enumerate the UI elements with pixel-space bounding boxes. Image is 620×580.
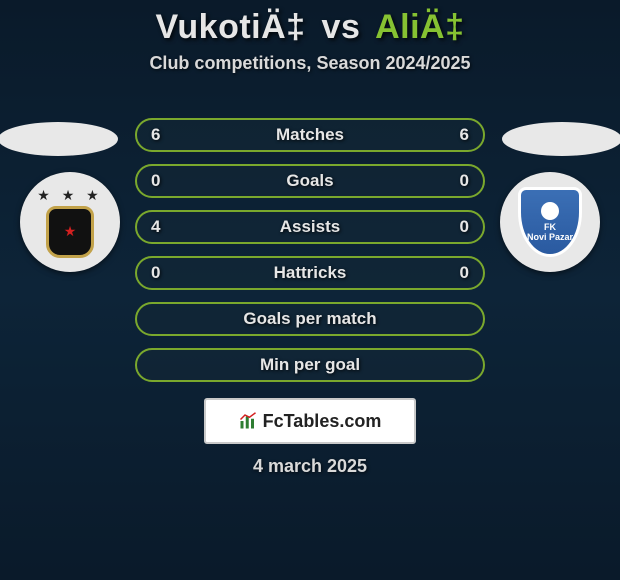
ball-icon (541, 202, 559, 220)
player-oval-right (502, 122, 620, 156)
stat-label: Matches (137, 125, 483, 145)
stat-row-mpg: Min per goal (135, 348, 485, 382)
chart-icon (239, 412, 257, 430)
stat-left: 0 (151, 171, 160, 191)
title-vs: vs (316, 8, 367, 46)
title-left: VukotiÄ‡ (156, 8, 306, 46)
brand-box: FcTables.com (204, 398, 416, 444)
stat-label: Min per goal (260, 355, 360, 375)
stat-left: 0 (151, 263, 160, 283)
stat-label: Hattricks (137, 263, 483, 283)
stat-right: 0 (460, 171, 469, 191)
team-crest-right: FK Novi Pazar (500, 172, 600, 272)
stats-rows: 6 Matches 6 0 Goals 0 4 Assists 0 0 Hatt… (135, 118, 485, 382)
stat-left: 4 (151, 217, 160, 237)
stat-label: Goals (137, 171, 483, 191)
stat-row-matches: 6 Matches 6 (135, 118, 485, 152)
stat-label: Assists (137, 217, 483, 237)
stat-right: 0 (460, 263, 469, 283)
stat-left: 6 (151, 125, 160, 145)
stat-label: Goals per match (243, 309, 376, 329)
title-right: AliÄ‡ (375, 8, 464, 46)
novipazar-badge-icon: FK Novi Pazar (518, 187, 582, 257)
stat-right: 6 (460, 125, 469, 145)
brand-text: FcTables.com (263, 411, 382, 432)
stat-right: 0 (460, 217, 469, 237)
stat-row-gpm: Goals per match (135, 302, 485, 336)
player-oval-left (0, 122, 118, 156)
partizan-badge-icon (46, 206, 94, 258)
stat-row-hattricks: 0 Hattricks 0 (135, 256, 485, 290)
badge-text-line2: Novi Pazar (527, 233, 573, 242)
stat-row-assists: 4 Assists 0 (135, 210, 485, 244)
subtitle: Club competitions, Season 2024/2025 (0, 53, 620, 74)
stat-row-goals: 0 Goals 0 (135, 164, 485, 198)
page-title: VukotiÄ‡ vs AliÄ‡ (0, 0, 620, 47)
stars-icon: ★ ★ ★ (37, 187, 102, 204)
date: 4 march 2025 (0, 456, 620, 477)
team-crest-left: ★ ★ ★ (20, 172, 120, 272)
